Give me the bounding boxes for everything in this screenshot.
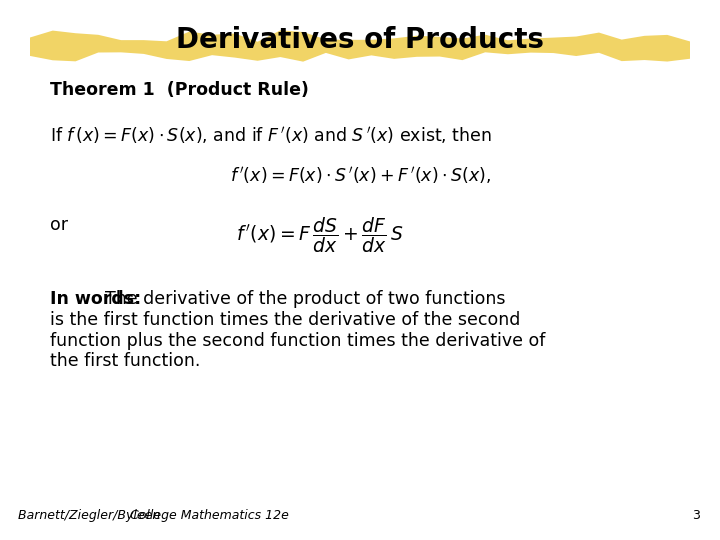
Text: $f\,'(x) = F(x) \cdot S\,'(x) + F\,'(x) \cdot S(x),$: $f\,'(x) = F(x) \cdot S\,'(x) + F\,'(x) … — [230, 165, 491, 186]
Text: Barnett/Ziegler/Byleen: Barnett/Ziegler/Byleen — [18, 509, 168, 522]
Text: Theorem 1  (Product Rule): Theorem 1 (Product Rule) — [50, 81, 309, 99]
Polygon shape — [30, 30, 690, 62]
Text: $f\,'(x) = F\,\dfrac{dS}{dx} + \dfrac{dF}{dx}\,S$: $f\,'(x) = F\,\dfrac{dS}{dx} + \dfrac{dF… — [236, 215, 404, 255]
Text: Derivatives of Products: Derivatives of Products — [176, 26, 544, 54]
Text: College Mathematics 12e: College Mathematics 12e — [130, 509, 289, 522]
Text: In words:: In words: — [50, 290, 141, 308]
Text: 3: 3 — [692, 509, 700, 522]
Text: or: or — [50, 216, 68, 234]
Text: The derivative of the product of two functions
is the first function times the d: The derivative of the product of two fun… — [50, 290, 545, 370]
Text: If $f\,(x) = F(x) \cdot S(x)$, and if $F\,'(x)$ and $S\,'(x)$ exist, then: If $f\,(x) = F(x) \cdot S(x)$, and if $F… — [50, 125, 492, 145]
